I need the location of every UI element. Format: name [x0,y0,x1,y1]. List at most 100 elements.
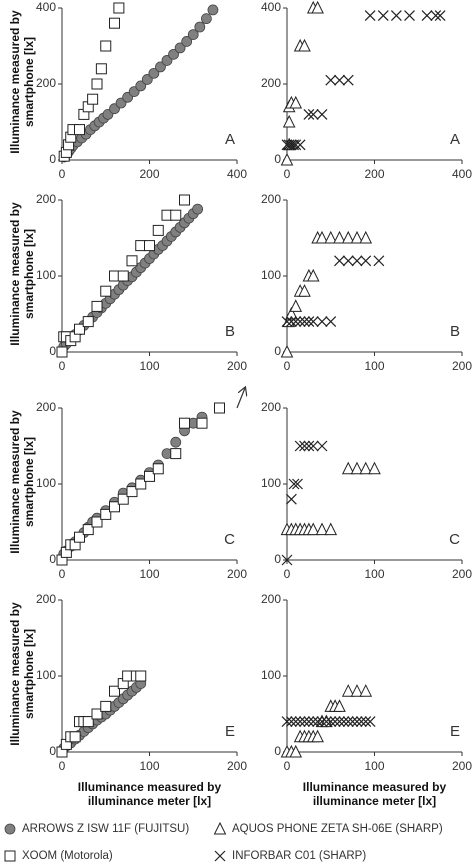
point [152,224,164,236]
point [109,17,120,29]
point [82,524,94,536]
point [341,230,355,244]
y-axis-label: Illuminance measured by smartphone [lx] [8,410,36,554]
point [338,716,350,728]
y-axis-label: Illuminance measured by smartphone [lx] [8,602,36,746]
x-axis-label: Illuminance measured by illuminance mete… [77,780,222,808]
point [299,716,310,728]
x-tick-label: 100 [364,359,384,373]
point [434,10,446,22]
point [91,300,103,312]
y-axis-label: Illuminance measured by smartphone [lx] [8,10,36,154]
point [148,67,160,79]
point [421,10,433,22]
y-tick-label: 100 [36,668,56,682]
point [390,10,402,22]
point [74,124,85,136]
point [320,716,332,728]
point [282,114,296,128]
point [350,684,364,697]
point [290,139,302,151]
point [299,316,310,328]
point [315,522,329,536]
point [161,55,173,66]
x-tick-label: 200 [452,759,472,773]
point [281,716,293,728]
legend-marker [214,850,226,862]
point [135,670,147,682]
point [290,316,302,328]
y-tick-label: 200 [261,400,281,414]
point [194,21,206,33]
point [289,299,303,312]
point [117,270,129,282]
point [373,255,385,267]
x-tick-label: 100 [139,359,159,373]
point [299,440,310,452]
point [192,203,204,215]
x-tick-label: 400 [227,167,247,181]
y-tick-label: 0 [274,344,281,358]
point [350,461,364,475]
point [294,440,306,452]
panel-label: A [225,131,235,148]
point [170,209,182,221]
legend-marker [213,821,227,835]
point [214,402,225,414]
point [174,42,186,54]
point [404,10,415,22]
x-tick-label: 200 [139,167,159,181]
y-tick-label: 100 [261,476,281,490]
point [285,139,297,151]
point [350,230,364,244]
point [368,461,381,475]
point [347,716,359,728]
point [351,255,363,267]
point [285,716,297,728]
point [351,716,363,728]
point [285,306,298,320]
point [285,316,297,328]
x-tick-label: 200 [227,359,247,373]
y-tick-label: 0 [274,152,281,166]
point [359,461,373,475]
y-tick-label: 200 [261,76,281,90]
point [315,230,329,244]
point [294,316,306,328]
point [359,230,373,244]
point [333,699,346,712]
point [364,716,376,728]
point [87,93,99,105]
point [281,554,293,566]
y-tick-label: 200 [36,400,56,414]
point [324,230,338,244]
legend-label: INFORBAR C01 (SHARP) [232,850,366,862]
x-tick-label: 0 [59,759,66,773]
point [342,716,354,728]
point [334,716,345,728]
y-tick-label: 100 [261,268,281,282]
point [333,230,346,244]
y-tick-label: 400 [36,0,56,14]
point [280,344,294,358]
x-tick-label: 100 [364,567,384,581]
point [360,716,372,728]
x-tick-label: 100 [139,759,159,773]
panel-label: E [450,723,460,740]
point [307,316,319,328]
point [334,255,345,267]
point [355,716,367,728]
point [179,417,190,429]
y-tick-label: 0 [49,152,56,166]
point [290,716,302,728]
x-tick-label: 0 [59,167,66,181]
point [74,531,85,543]
point [324,522,338,536]
point [292,478,303,490]
x-tick-label: 0 [284,567,291,581]
x-tick-label: 0 [284,759,291,773]
point [311,0,324,14]
x-tick-label: 0 [284,167,291,181]
point [307,716,319,728]
point [430,10,442,22]
